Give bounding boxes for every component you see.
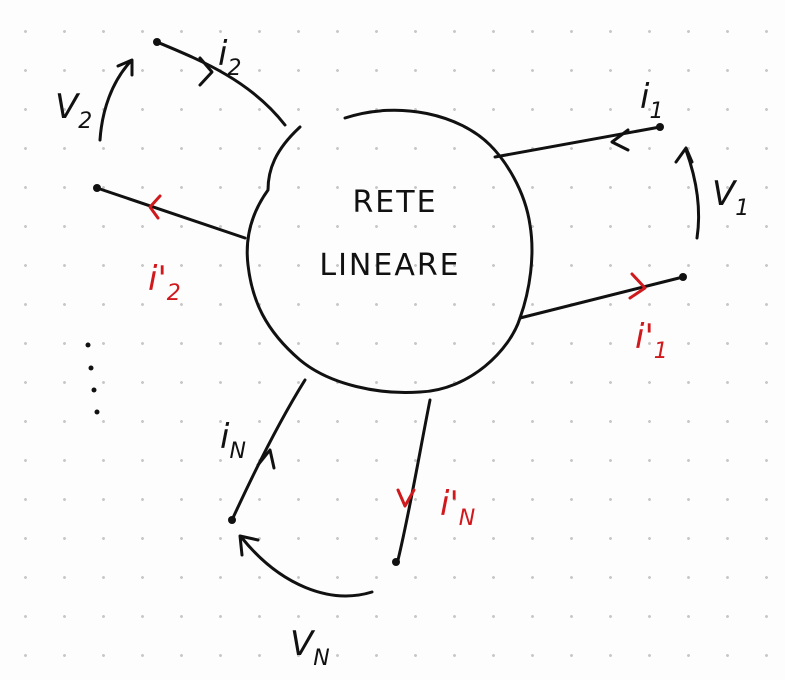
network-title: RETE [352,185,437,220]
label-subscript: N [229,439,245,464]
port-label: i'1 [635,317,668,364]
voltage-arrow [238,534,374,598]
label-main: V [55,87,81,127]
label-subscript: 2 [78,109,92,134]
port-label: i'N [440,484,475,531]
label-main: i [218,34,228,74]
label-subscript: 2 [227,56,241,81]
port-label: iN [220,417,246,464]
arrow [198,56,214,87]
label-subscript: 1 [735,196,749,221]
terminal [679,273,687,281]
arrow [396,488,416,508]
arrow [256,448,276,470]
ellipsis-dot [85,342,91,348]
label-subscript: 1 [649,99,663,124]
label-subscript: N [313,646,329,671]
label-subscript: 1 [654,339,668,364]
arrow [610,128,630,152]
voltage-arrow [674,146,701,240]
network-blob [245,108,534,394]
port-label: i2 [218,34,241,81]
wire [230,378,307,522]
port-label: i1 [640,77,663,124]
label-main: i' [635,317,654,357]
ellipsis-dot [91,387,97,393]
label-main: V [290,624,316,664]
arrow [148,194,162,220]
label-subscript: 2 [167,281,181,306]
terminal [392,558,400,566]
label-main: V [712,174,738,214]
wire [493,125,662,159]
ellipsis-dot [88,365,94,371]
label-main: i [640,77,650,117]
port-label: V2 [55,87,92,134]
ellipsis-dot [94,409,100,415]
wire [155,40,287,127]
port-label: VN [290,624,330,671]
port-label: i'2 [148,259,181,306]
wire [95,186,247,240]
terminal [228,516,236,524]
voltage-arrow [98,58,134,142]
label-main: i' [148,259,167,299]
arrow [628,272,647,300]
port-label: V1 [712,174,749,221]
label-main: i [220,417,230,457]
network-title: LINEARE [319,248,460,283]
wire [518,275,685,320]
label-main: i' [440,484,459,524]
terminal [656,123,664,131]
wire [396,398,432,562]
terminal [93,184,101,192]
terminal [153,38,161,46]
label-subscript: N [459,506,475,531]
